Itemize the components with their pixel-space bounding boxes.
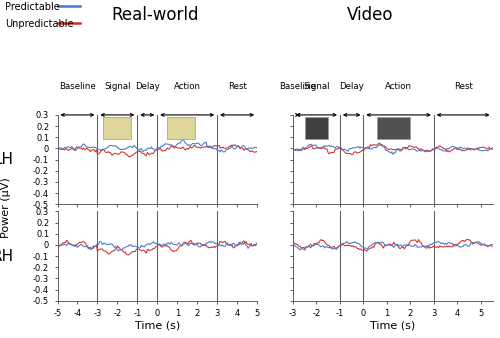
Bar [167, 117, 195, 140]
Text: Rest: Rest [228, 82, 246, 91]
Text: Power (μV): Power (μV) [1, 177, 11, 238]
Bar [104, 117, 132, 140]
Text: Unpredictable: Unpredictable [5, 19, 73, 29]
Text: Real-world: Real-world [111, 6, 199, 24]
Text: Signal: Signal [303, 82, 330, 91]
Text: Signal: Signal [104, 82, 130, 91]
Bar [304, 117, 328, 140]
Text: LH: LH [0, 152, 14, 167]
X-axis label: Time (s): Time (s) [134, 321, 180, 331]
Text: Action: Action [174, 82, 201, 91]
Text: Video: Video [347, 6, 393, 24]
Text: Baseline: Baseline [59, 82, 96, 91]
Text: Delay: Delay [135, 82, 160, 91]
Text: Predictable: Predictable [5, 2, 60, 12]
Text: Baseline: Baseline [280, 82, 316, 91]
Text: RH: RH [0, 249, 14, 264]
Text: Action: Action [385, 82, 412, 91]
Text: Rest: Rest [454, 82, 472, 91]
Text: Delay: Delay [340, 82, 364, 91]
X-axis label: Time (s): Time (s) [370, 321, 416, 331]
Bar [378, 117, 410, 140]
